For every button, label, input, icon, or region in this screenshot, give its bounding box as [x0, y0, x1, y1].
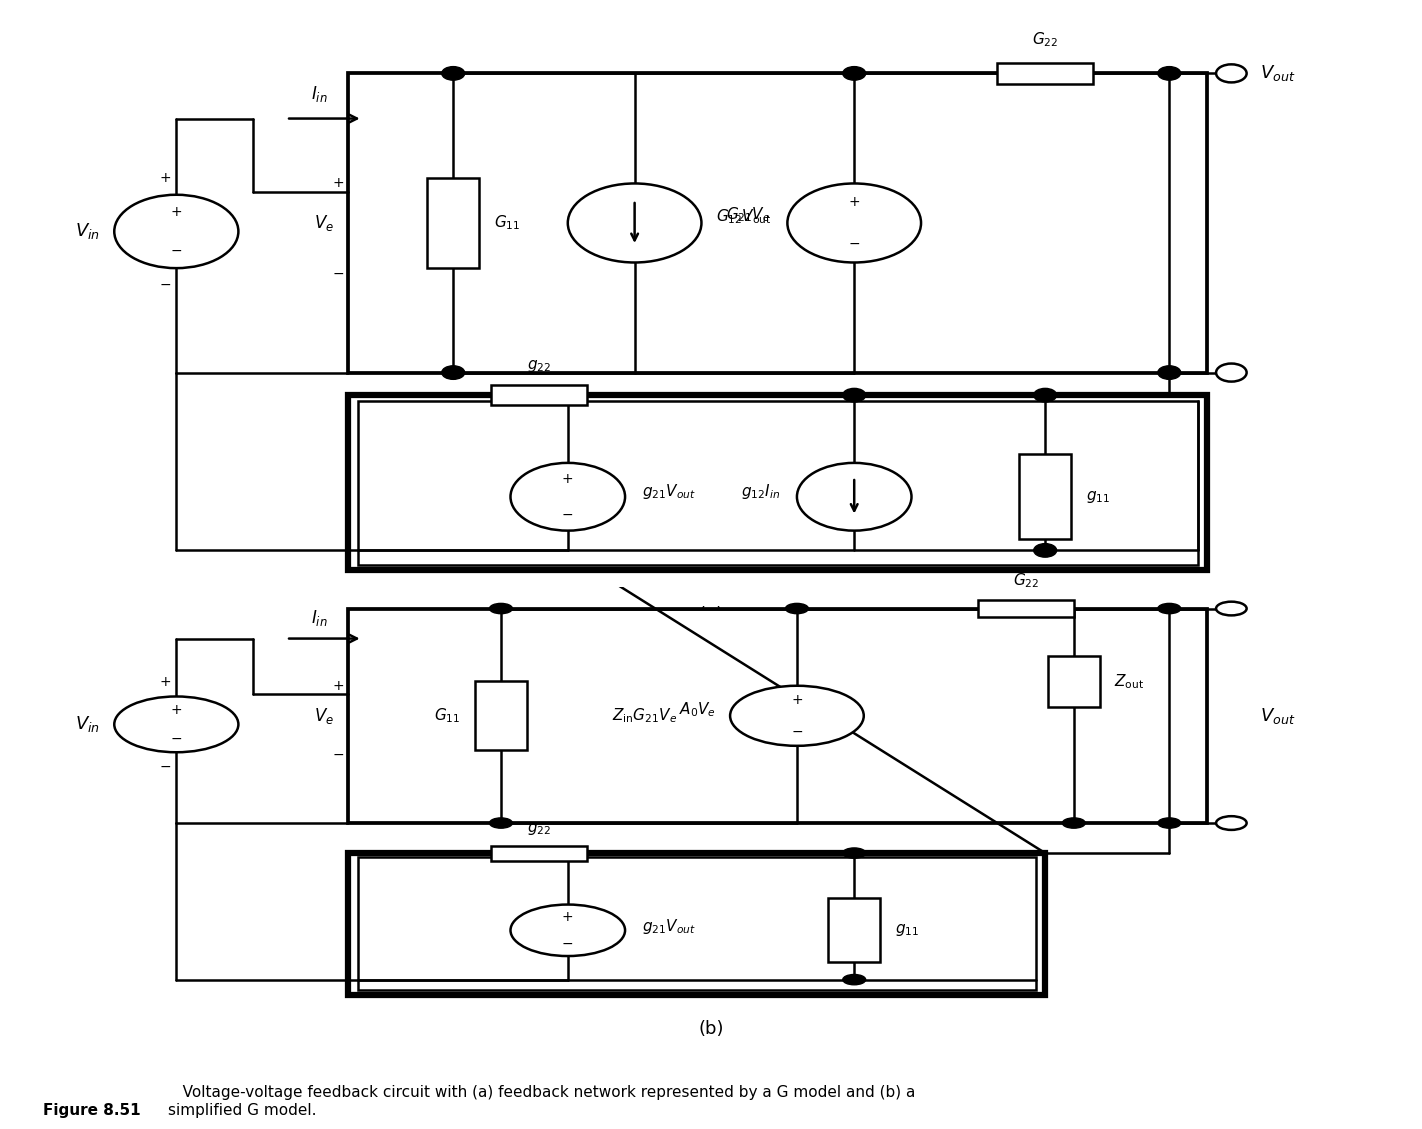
Text: $g_{12}I_\mathregular{in}$: $g_{12}I_\mathregular{in}$: [741, 482, 779, 500]
Text: +: +: [806, 694, 818, 708]
Text: $G_{11}$: $G_{11}$: [493, 213, 520, 233]
Text: $Z_\mathregular{out}$: $Z_\mathregular{out}$: [1115, 672, 1145, 691]
Bar: [1048, 656, 1101, 707]
Text: −: −: [171, 244, 182, 257]
Bar: [492, 846, 587, 860]
Circle shape: [843, 388, 866, 402]
Text: Voltage-voltage feedback circuit with (a) feedback network represented by a G mo: Voltage-voltage feedback circuit with (a…: [168, 1085, 916, 1118]
Circle shape: [788, 184, 921, 263]
Text: $I_\mathregular{in}$: $I_\mathregular{in}$: [311, 607, 328, 628]
Text: $G_{21}V_e$: $G_{21}V_e$: [725, 205, 771, 224]
Circle shape: [1034, 388, 1057, 402]
Text: $V_\mathregular{out}$: $V_\mathregular{out}$: [1260, 706, 1295, 726]
Text: −: −: [333, 266, 344, 281]
Text: +: +: [333, 176, 344, 191]
Text: $G_{11}$: $G_{11}$: [434, 707, 461, 725]
Text: +: +: [171, 703, 182, 717]
Text: $g_{11}$: $g_{11}$: [894, 922, 919, 938]
Bar: [358, 401, 1197, 564]
Bar: [978, 601, 1074, 616]
Circle shape: [1158, 366, 1180, 379]
Text: +: +: [562, 910, 573, 924]
Text: +: +: [791, 693, 803, 707]
Circle shape: [843, 974, 866, 984]
Circle shape: [1158, 67, 1180, 80]
Text: +: +: [159, 170, 171, 185]
Circle shape: [489, 817, 512, 829]
Circle shape: [489, 603, 512, 614]
Text: +: +: [171, 205, 182, 219]
Circle shape: [1216, 64, 1247, 82]
Text: +: +: [577, 911, 587, 924]
Bar: [348, 609, 1207, 823]
Circle shape: [843, 848, 866, 858]
Text: $g_{22}$: $g_{22}$: [528, 821, 552, 837]
Bar: [997, 62, 1094, 85]
Bar: [828, 899, 880, 962]
Circle shape: [114, 194, 239, 269]
Text: $V_\mathregular{out}$: $V_\mathregular{out}$: [1260, 63, 1295, 84]
Text: −: −: [159, 279, 171, 292]
Circle shape: [567, 184, 701, 263]
Text: +: +: [159, 675, 171, 689]
Circle shape: [1216, 602, 1247, 615]
Text: $V_e$: $V_e$: [314, 706, 334, 726]
Text: $Z_\mathregular{in}G_{21}V_e$: $Z_\mathregular{in}G_{21}V_e$: [611, 707, 677, 725]
Circle shape: [1158, 603, 1180, 614]
Text: $A_0V_e$: $A_0V_e$: [678, 700, 715, 719]
Text: $V_\mathregular{in}$: $V_\mathregular{in}$: [75, 715, 100, 734]
Text: $G_{12}V_\mathregular{out}$: $G_{12}V_\mathregular{out}$: [715, 207, 771, 226]
Text: $V_e$: $V_e$: [314, 213, 334, 233]
Circle shape: [785, 603, 808, 614]
Text: $g_{11}$: $g_{11}$: [1086, 489, 1111, 505]
Bar: [348, 395, 1207, 570]
Text: −: −: [171, 732, 182, 746]
Text: −: −: [159, 760, 171, 774]
Text: −: −: [562, 507, 573, 522]
Text: $g_{21}V_\mathregular{out}$: $g_{21}V_\mathregular{out}$: [643, 917, 697, 936]
Bar: [348, 73, 1207, 373]
Text: $I_\mathregular{in}$: $I_\mathregular{in}$: [311, 85, 328, 105]
Text: −: −: [863, 236, 875, 248]
Circle shape: [1216, 364, 1247, 382]
Bar: [492, 385, 587, 405]
Bar: [348, 854, 1045, 995]
Text: $V_\mathregular{in}$: $V_\mathregular{in}$: [75, 221, 100, 242]
Text: (a): (a): [698, 606, 724, 624]
Circle shape: [843, 67, 866, 80]
Circle shape: [510, 904, 626, 956]
Text: −: −: [562, 937, 573, 951]
Text: −: −: [576, 507, 586, 520]
Circle shape: [442, 67, 465, 80]
Circle shape: [729, 685, 863, 746]
Text: +: +: [333, 679, 344, 693]
Circle shape: [510, 463, 626, 531]
Text: +: +: [562, 472, 573, 487]
Text: $g_{22}$: $g_{22}$: [528, 358, 552, 374]
Circle shape: [1216, 816, 1247, 830]
Circle shape: [1034, 544, 1057, 558]
Text: −: −: [333, 747, 344, 761]
Bar: [427, 177, 479, 269]
Circle shape: [1062, 817, 1085, 829]
Circle shape: [442, 366, 465, 379]
Text: $g_{21}V_\mathregular{out}$: $g_{21}V_\mathregular{out}$: [643, 482, 697, 500]
Text: $G_{22}$: $G_{22}$: [1032, 29, 1058, 49]
Text: (b): (b): [698, 1019, 724, 1038]
Text: −: −: [577, 937, 587, 949]
Bar: [1020, 454, 1071, 539]
Text: −: −: [791, 725, 803, 738]
Text: +: +: [849, 195, 860, 210]
Text: −: −: [849, 236, 860, 251]
Circle shape: [114, 697, 239, 752]
Text: +: +: [863, 198, 875, 210]
Circle shape: [796, 463, 912, 531]
Text: −: −: [806, 724, 818, 737]
Text: $G_{22}$: $G_{22}$: [1012, 571, 1039, 589]
Bar: [475, 682, 528, 750]
Text: Figure 8.51: Figure 8.51: [43, 1103, 141, 1118]
Text: +: +: [576, 473, 586, 487]
Bar: [358, 857, 1035, 990]
Circle shape: [1158, 817, 1180, 829]
